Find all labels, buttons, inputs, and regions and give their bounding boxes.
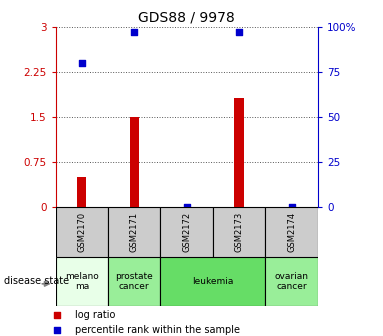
Text: GSM2174: GSM2174	[287, 212, 296, 252]
Bar	[213, 207, 265, 257]
Bar	[265, 257, 318, 306]
Text: ovarian
cancer: ovarian cancer	[275, 272, 309, 291]
Text: log ratio: log ratio	[75, 310, 115, 321]
Bar	[56, 257, 108, 306]
Point	[54, 327, 60, 332]
Bar	[160, 207, 213, 257]
Bar	[108, 207, 160, 257]
Text: disease state: disease state	[4, 277, 69, 286]
Bar	[77, 177, 87, 207]
Point	[131, 30, 137, 35]
Text: GSM2173: GSM2173	[235, 212, 244, 252]
Bar	[234, 97, 244, 207]
Bar	[129, 117, 139, 207]
Point	[289, 204, 295, 209]
Bar	[160, 257, 265, 306]
Bar	[56, 207, 108, 257]
Text: GSM2171: GSM2171	[130, 212, 139, 252]
Title: GDS88 / 9978: GDS88 / 9978	[138, 10, 235, 24]
Bar	[265, 207, 318, 257]
Text: GSM2172: GSM2172	[182, 212, 191, 252]
Point	[54, 313, 60, 318]
Point	[184, 204, 190, 209]
Text: percentile rank within the sample: percentile rank within the sample	[75, 325, 239, 335]
Point	[236, 30, 242, 35]
Point	[79, 60, 85, 66]
Text: leukemia: leukemia	[192, 277, 234, 286]
Text: prostate
cancer: prostate cancer	[115, 272, 153, 291]
Text: GSM2170: GSM2170	[77, 212, 86, 252]
Bar	[108, 257, 160, 306]
Text: melano
ma: melano ma	[65, 272, 99, 291]
